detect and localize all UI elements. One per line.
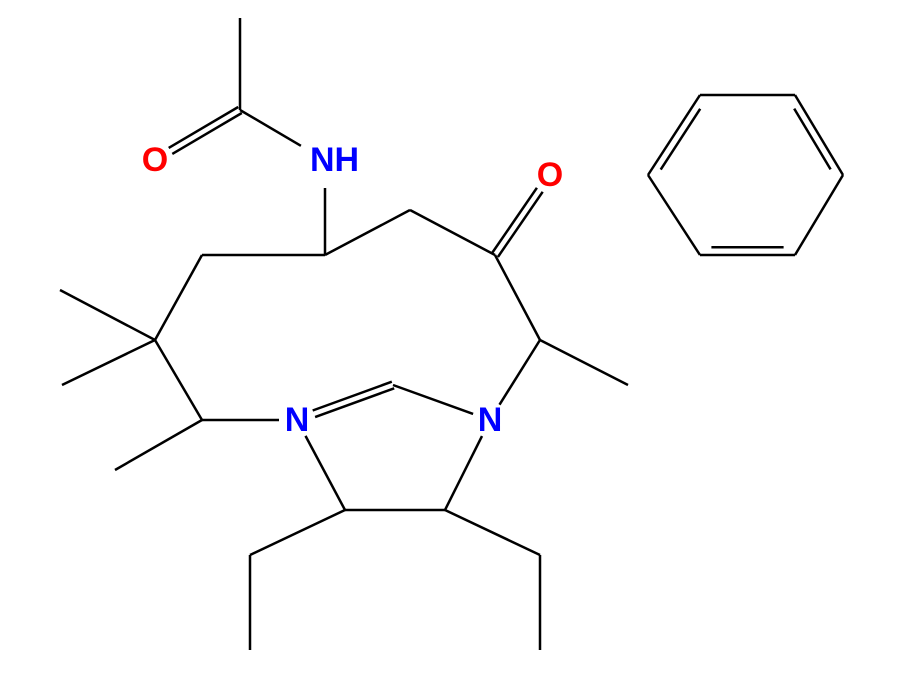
atom-label-O1: O	[142, 141, 168, 179]
chemical-structure-canvas: O NH O N N	[0, 0, 900, 680]
atom-label-N17: N	[478, 401, 503, 439]
atom-label-O8: O	[537, 156, 563, 194]
atom-label-N20: N	[285, 401, 310, 439]
atom-label-N4: NH	[310, 141, 359, 179]
